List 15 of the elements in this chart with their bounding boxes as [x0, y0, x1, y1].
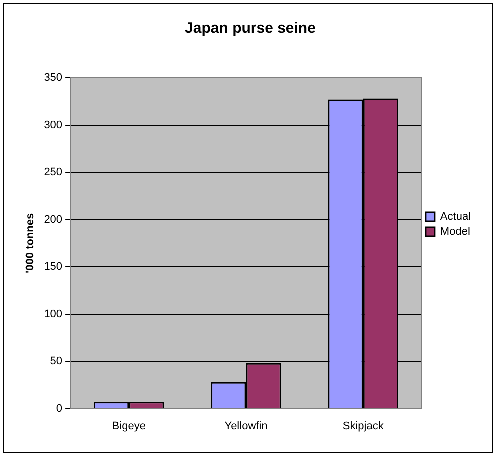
y-tick-label: 50	[50, 356, 63, 368]
y-tick-label: 250	[44, 166, 63, 179]
y-tick-label: 0	[56, 402, 63, 415]
y-tick-label: 350	[44, 72, 63, 84]
y-tick-label: 200	[44, 214, 63, 226]
y-tick-label: 300	[44, 119, 63, 132]
y-tick-label: 100	[44, 308, 63, 320]
x-tick-label: Bigeye	[112, 420, 146, 432]
y-tick-label: 150	[44, 261, 63, 274]
x-tick-label: Skipjack	[342, 420, 384, 432]
legend-label: Actual	[440, 211, 472, 224]
y-axis-title: '000 tonnes	[24, 213, 37, 274]
chart-title: Japan purse seine	[185, 20, 316, 38]
legend-label: Model	[440, 226, 470, 238]
x-tick-label: Yellowfin	[224, 420, 268, 432]
